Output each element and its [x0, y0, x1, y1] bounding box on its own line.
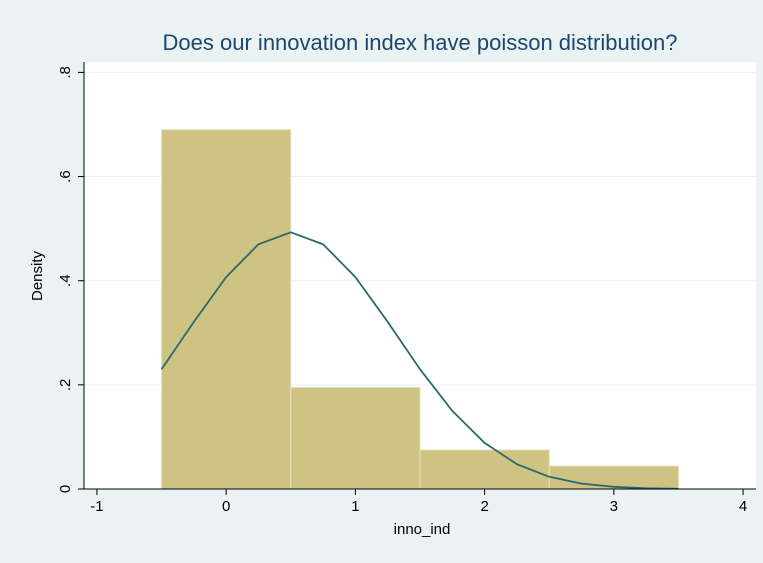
x-tick-label: 1	[351, 498, 359, 515]
bar	[548, 465, 679, 490]
chart-title: Does our innovation index have poisson d…	[163, 30, 678, 55]
bar	[161, 129, 292, 490]
density-curve	[160, 231, 679, 490]
x-tick-label: -1	[90, 498, 103, 515]
x-tick-label: 4	[739, 498, 747, 515]
x-tick-label: 3	[610, 498, 618, 515]
y-tick-label: .8	[57, 66, 74, 79]
y-tick-label: .4	[57, 274, 74, 287]
y-tick-label: 0	[57, 485, 74, 493]
y-axis-label: Density	[29, 250, 46, 301]
y-tick-label: .6	[57, 170, 74, 183]
x-tick-label: 2	[480, 498, 488, 515]
bar	[290, 386, 421, 490]
y-tick-label: .2	[57, 379, 74, 392]
x-axis-label: inno_ind	[394, 521, 451, 538]
x-tick-label: 0	[222, 498, 230, 515]
